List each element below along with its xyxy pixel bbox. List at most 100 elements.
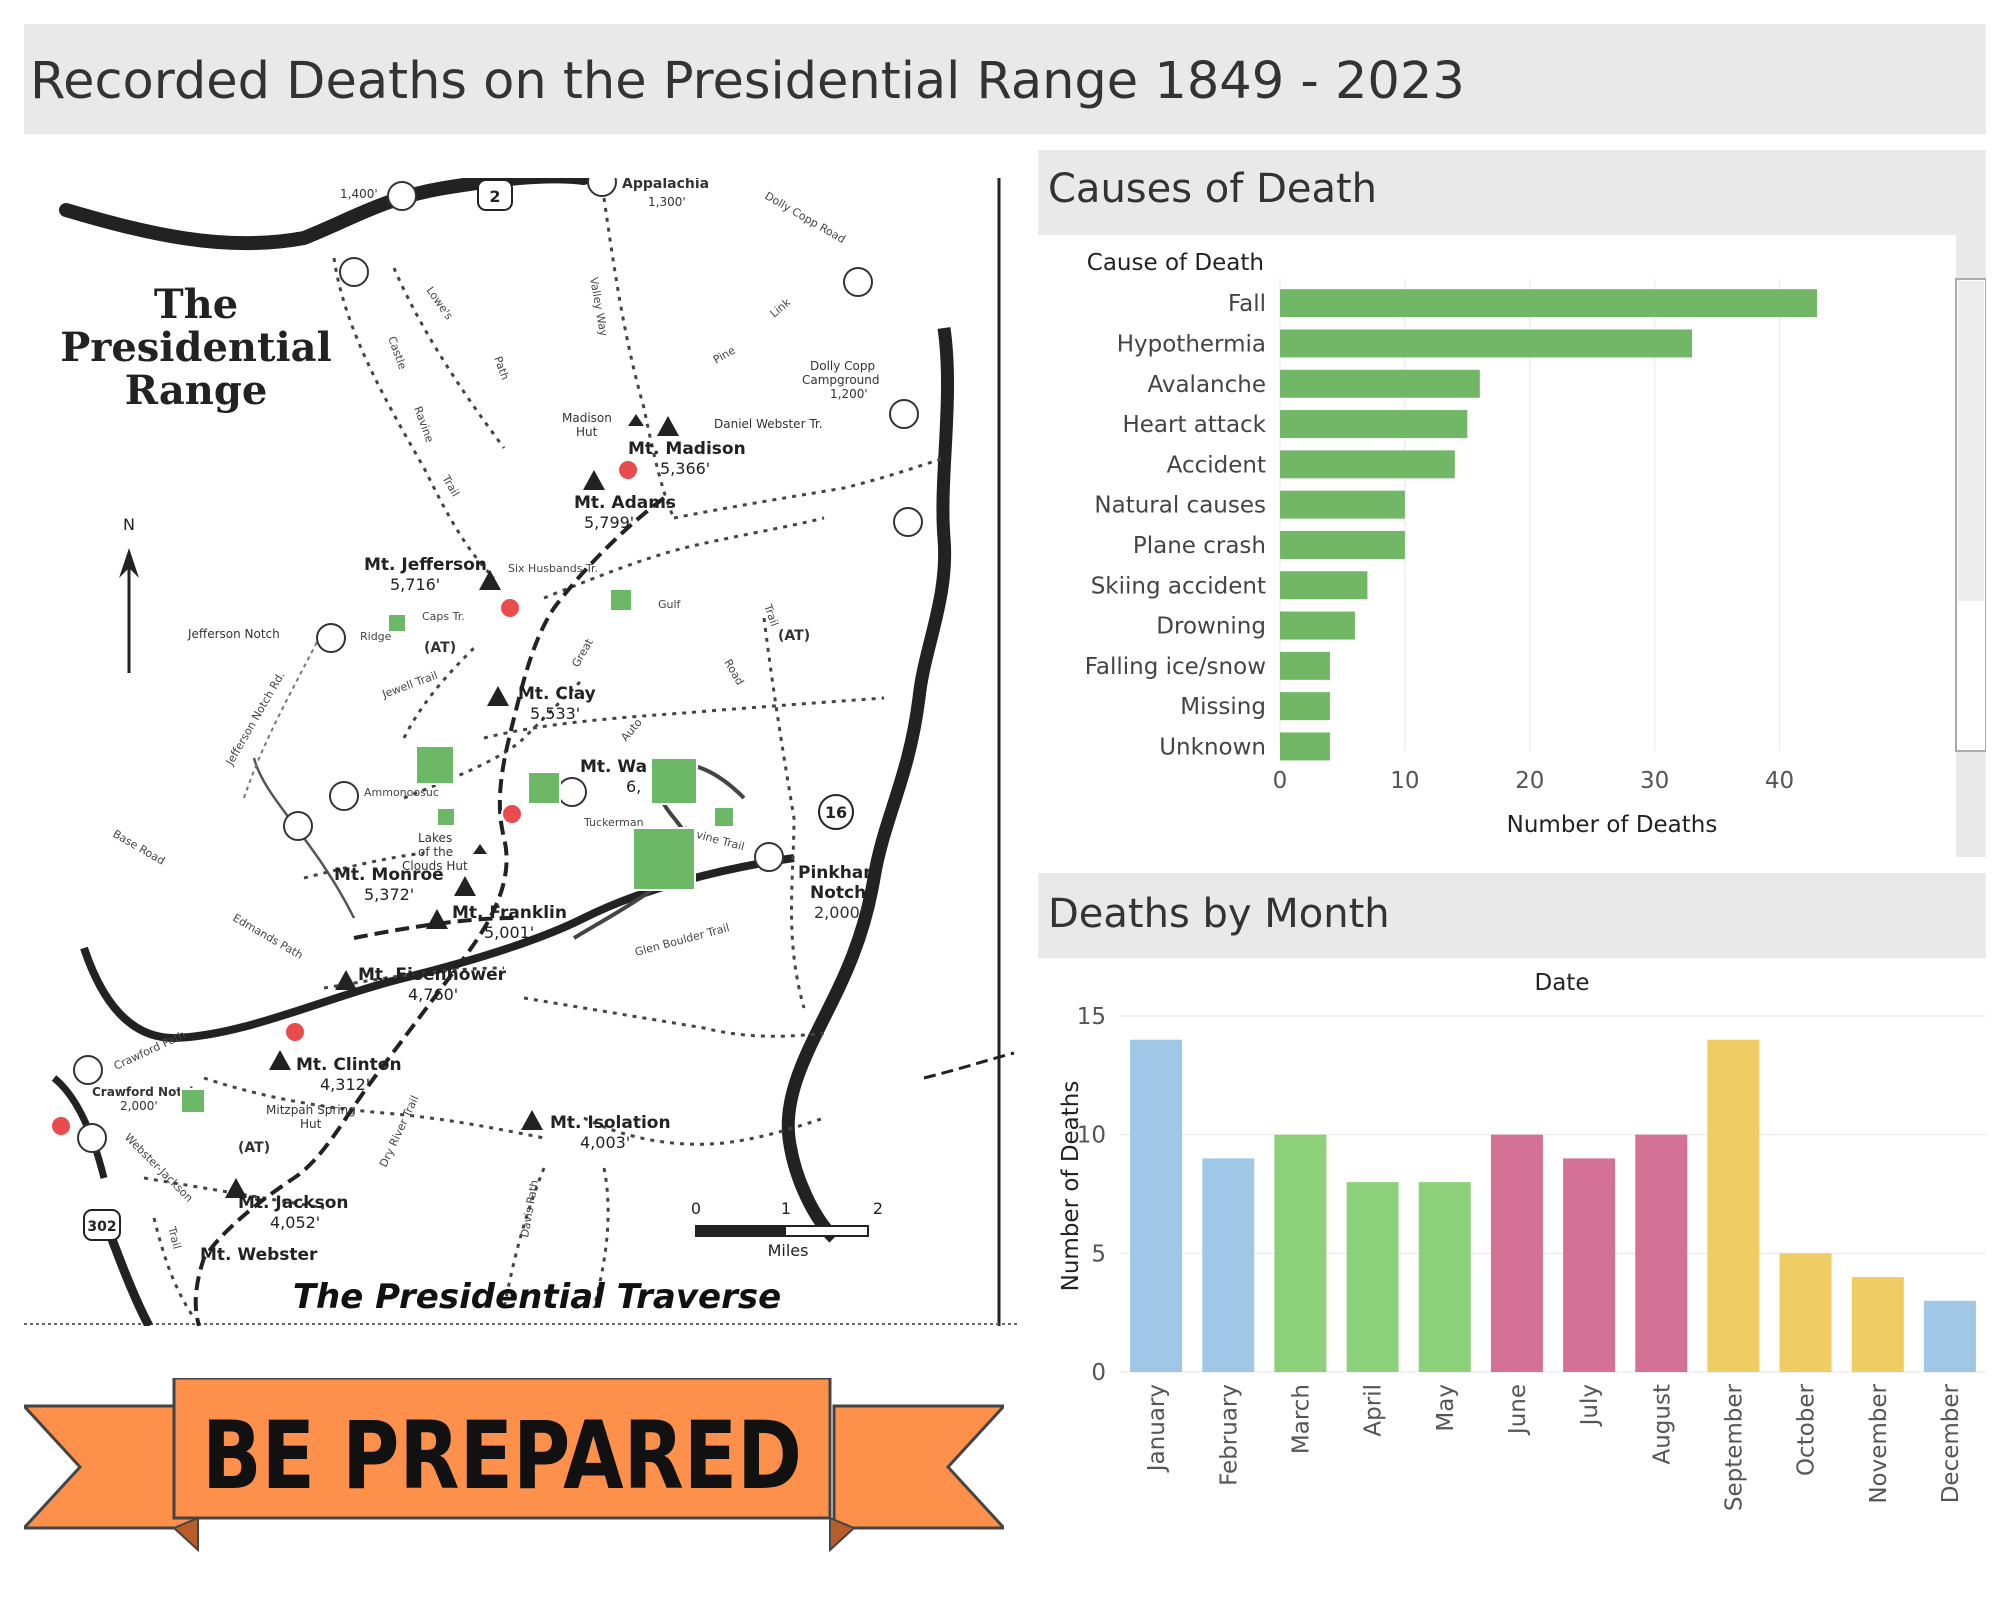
banner-left-tail xyxy=(20,1404,196,1530)
month-bar[interactable] xyxy=(1635,1134,1688,1372)
death-marker-green[interactable] xyxy=(632,827,696,891)
mt-adams-elev: 5,799' xyxy=(584,513,634,532)
death-marker-green[interactable] xyxy=(609,588,633,612)
webster-jackson-label-2: Trail xyxy=(165,1224,184,1250)
mt-washington-elev: 6, xyxy=(626,777,641,796)
month-bar[interactable] xyxy=(1130,1039,1183,1372)
cause-bar[interactable] xyxy=(1280,490,1405,519)
month-label: September xyxy=(1721,1383,1747,1511)
scale-label-1: 1 xyxy=(781,1199,791,1218)
month-label: August xyxy=(1649,1384,1675,1465)
pinkham-elev: 2,000' xyxy=(814,903,864,922)
cause-bar[interactable] xyxy=(1280,692,1330,721)
lakes-hut-icon xyxy=(473,844,487,854)
map-title-line-3: Range xyxy=(125,367,268,414)
dashboard-title: Recorded Deaths on the Presidential Rang… xyxy=(30,52,1465,111)
mt-clay-elev: 5,533' xyxy=(530,704,580,723)
death-marker-red[interactable] xyxy=(501,803,523,825)
route-302-shield-icon xyxy=(83,1209,121,1241)
ridge-label: Ridge xyxy=(360,630,392,643)
death-marker-green[interactable] xyxy=(387,613,407,633)
mt-webster-label: Mt. Webster xyxy=(200,1245,318,1265)
cause-bar[interactable] xyxy=(1280,410,1468,439)
banner-text: BE PREPARED xyxy=(202,1402,802,1511)
month-bar[interactable] xyxy=(1563,1158,1616,1372)
cause-header: Cause of Death xyxy=(1087,250,1264,276)
death-location-markers[interactable] xyxy=(50,459,735,1137)
month-bar[interactable] xyxy=(1923,1300,1976,1372)
cause-bar[interactable] xyxy=(1280,329,1693,358)
mt-monroe-peak-icon xyxy=(454,876,476,896)
pinkham-label: Pinkham xyxy=(798,863,881,883)
causes-of-death-chart: Cause of Death Fall Hypothermia Avalanche H… xyxy=(1038,235,1986,857)
presidential-traverse-route xyxy=(193,496,666,1326)
causes-x-axis-title: Number of Deaths xyxy=(1507,812,1718,838)
cause-bar[interactable] xyxy=(1280,611,1355,640)
mt-jefferson-label: Mt. Jefferson xyxy=(364,555,487,575)
death-marker-green[interactable] xyxy=(180,1088,206,1114)
mt-madison-peak-icon xyxy=(657,416,679,436)
cause-label: Natural causes xyxy=(1094,493,1266,519)
mt-clinton-label: Mt. Clinton xyxy=(296,1055,402,1075)
month-y-tick: 5 xyxy=(1091,1241,1106,1267)
lakes-label-3: Clouds Hut xyxy=(402,859,468,873)
appalachia-elev: 1,300' xyxy=(648,195,686,209)
death-marker-red[interactable] xyxy=(50,1115,72,1137)
mt-madison-elev: 5,366' xyxy=(660,459,710,478)
cause-label: Hypothermia xyxy=(1117,331,1266,357)
causes-panel-title: Causes of Death xyxy=(1048,166,1378,212)
death-marker-red[interactable] xyxy=(499,597,521,619)
ammonoosuc-label: Ammonoosuc xyxy=(364,786,439,799)
peak-markers xyxy=(225,414,679,1198)
elev-1400-label: 1,400' xyxy=(340,187,378,201)
mt-adams-peak-icon xyxy=(583,470,605,490)
causes-scrollbar-thumb[interactable] xyxy=(1958,281,1984,601)
cause-bar[interactable] xyxy=(1280,530,1405,559)
death-marker-green[interactable] xyxy=(415,745,455,785)
death-marker-green[interactable] xyxy=(650,757,698,805)
cause-bar[interactable] xyxy=(1280,289,1818,318)
mt-isolation-elev: 4,003' xyxy=(580,1133,630,1152)
map-title-line-1: The xyxy=(154,281,238,328)
scale-label-0: 0 xyxy=(691,1199,701,1218)
month-label: February xyxy=(1216,1384,1242,1486)
death-marker-green[interactable] xyxy=(527,771,561,805)
cause-bar[interactable] xyxy=(1280,369,1480,398)
month-label: June xyxy=(1505,1384,1531,1436)
death-marker-green[interactable] xyxy=(436,807,456,827)
be-prepared-banner: BE PREPARED xyxy=(20,1376,1008,1560)
dolly-copp-label: Dolly Copp xyxy=(810,359,875,373)
caps-label: Caps Tr. xyxy=(422,610,465,623)
cause-label: Falling ice/snow xyxy=(1085,654,1266,680)
mt-madison-label: Mt. Madison xyxy=(628,439,746,459)
month-bar[interactable] xyxy=(1418,1182,1471,1372)
mt-jackson-peak-icon xyxy=(225,1178,247,1198)
presidential-range-map: The Presidential Range N Mt. Madison 5,3… xyxy=(24,178,1022,1326)
crawford-elev: 2,000' xyxy=(120,1099,158,1113)
route-2-shield-icon xyxy=(477,179,513,211)
month-bar[interactable] xyxy=(1851,1277,1904,1372)
cause-bar[interactable] xyxy=(1280,450,1455,479)
mt-franklin-elev: 5,001' xyxy=(484,923,534,942)
month-bar[interactable] xyxy=(1490,1134,1543,1372)
cause-bar[interactable] xyxy=(1280,732,1330,761)
mt-adams-label: Mt. Adams xyxy=(574,493,676,513)
mt-isolation-label: Mt. Isolation xyxy=(550,1113,671,1133)
death-marker-red[interactable] xyxy=(617,459,639,481)
month-bar[interactable] xyxy=(1202,1158,1255,1372)
causes-x-tick: 20 xyxy=(1515,768,1544,794)
mt-jefferson-elev: 5,716' xyxy=(390,575,440,594)
map-caption: The Presidential Traverse xyxy=(293,1277,781,1317)
month-bar[interactable] xyxy=(1346,1182,1399,1372)
north-arrow-icon: N xyxy=(119,515,139,673)
causes-x-tick: 30 xyxy=(1640,768,1669,794)
month-bar[interactable] xyxy=(1274,1134,1327,1372)
month-bar[interactable] xyxy=(1707,1039,1760,1372)
scale-unit: Miles xyxy=(768,1241,809,1260)
cause-bar[interactable] xyxy=(1280,651,1330,680)
cause-label: Plane crash xyxy=(1133,533,1266,559)
death-marker-green[interactable] xyxy=(713,806,735,828)
cause-bar[interactable] xyxy=(1280,571,1368,600)
death-marker-red[interactable] xyxy=(284,1021,306,1043)
month-bar[interactable] xyxy=(1779,1253,1832,1372)
